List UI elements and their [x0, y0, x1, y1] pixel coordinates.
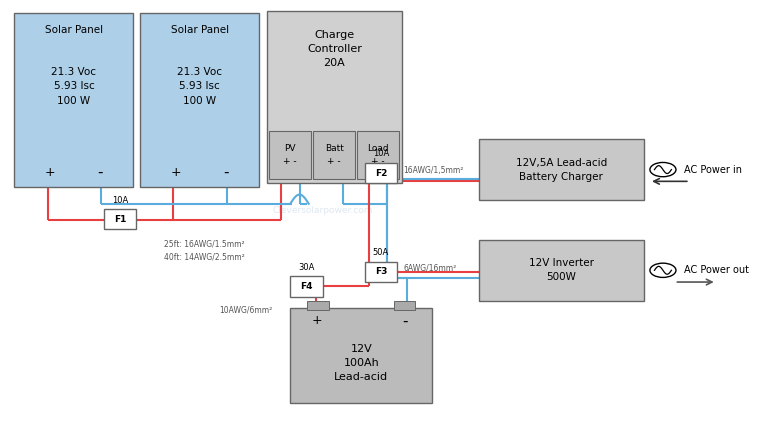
FancyBboxPatch shape	[313, 131, 356, 179]
Text: 21.3 Voc
5.93 Isc
100 W: 21.3 Voc 5.93 Isc 100 W	[177, 67, 222, 106]
FancyBboxPatch shape	[290, 308, 432, 402]
FancyBboxPatch shape	[479, 139, 644, 200]
Text: F1: F1	[114, 215, 127, 224]
Text: 12V,5A Lead-acid
Battery Charger: 12V,5A Lead-acid Battery Charger	[516, 157, 607, 181]
Text: +: +	[170, 166, 181, 179]
FancyBboxPatch shape	[267, 11, 402, 183]
Text: Charge
Controller
20A: Charge Controller 20A	[307, 30, 362, 68]
Text: 10A: 10A	[372, 149, 389, 158]
Text: 12V Inverter
500W: 12V Inverter 500W	[529, 258, 594, 282]
FancyBboxPatch shape	[365, 262, 397, 282]
Text: PV
+ -: PV + -	[283, 144, 297, 166]
Text: 10A: 10A	[112, 195, 128, 205]
Text: -: -	[223, 165, 229, 180]
Text: Solar Panel: Solar Panel	[170, 25, 229, 35]
Text: AC Power in: AC Power in	[684, 165, 742, 175]
FancyBboxPatch shape	[307, 301, 329, 310]
Text: F2: F2	[375, 169, 387, 178]
Text: +: +	[45, 166, 55, 179]
Text: Load
+ -: Load + -	[367, 144, 389, 166]
FancyBboxPatch shape	[290, 276, 323, 296]
FancyBboxPatch shape	[365, 163, 397, 183]
FancyBboxPatch shape	[394, 301, 415, 310]
FancyBboxPatch shape	[141, 13, 259, 187]
Text: F3: F3	[375, 267, 387, 276]
Text: Cleversolarpower.com: Cleversolarpower.com	[273, 206, 373, 215]
Text: +: +	[312, 314, 323, 328]
Text: 30A: 30A	[298, 263, 315, 272]
FancyBboxPatch shape	[357, 131, 399, 179]
Text: 50A: 50A	[372, 248, 389, 257]
Text: 16AWG/1,5mm²: 16AWG/1,5mm²	[403, 166, 463, 175]
Text: AC Power out: AC Power out	[684, 265, 749, 275]
Text: 10AWG/6mm²: 10AWG/6mm²	[219, 306, 273, 315]
Text: -: -	[98, 165, 103, 180]
Text: 21.3 Voc
5.93 Isc
100 W: 21.3 Voc 5.93 Isc 100 W	[51, 67, 97, 106]
Text: Solar Panel: Solar Panel	[45, 25, 103, 35]
FancyBboxPatch shape	[15, 13, 134, 187]
FancyBboxPatch shape	[269, 131, 311, 179]
Text: 12V
100Ah
Lead-acid: 12V 100Ah Lead-acid	[334, 344, 389, 382]
FancyBboxPatch shape	[104, 209, 137, 229]
Text: 6AWG/16mm²: 6AWG/16mm²	[403, 264, 456, 273]
Text: Batt
+ -: Batt + -	[325, 144, 343, 166]
FancyBboxPatch shape	[479, 240, 644, 301]
Text: F4: F4	[300, 282, 313, 291]
Text: 25ft: 16AWG/1.5mm²
40ft: 14AWG/2.5mm²: 25ft: 16AWG/1.5mm² 40ft: 14AWG/2.5mm²	[164, 240, 245, 261]
Text: -: -	[402, 313, 408, 328]
